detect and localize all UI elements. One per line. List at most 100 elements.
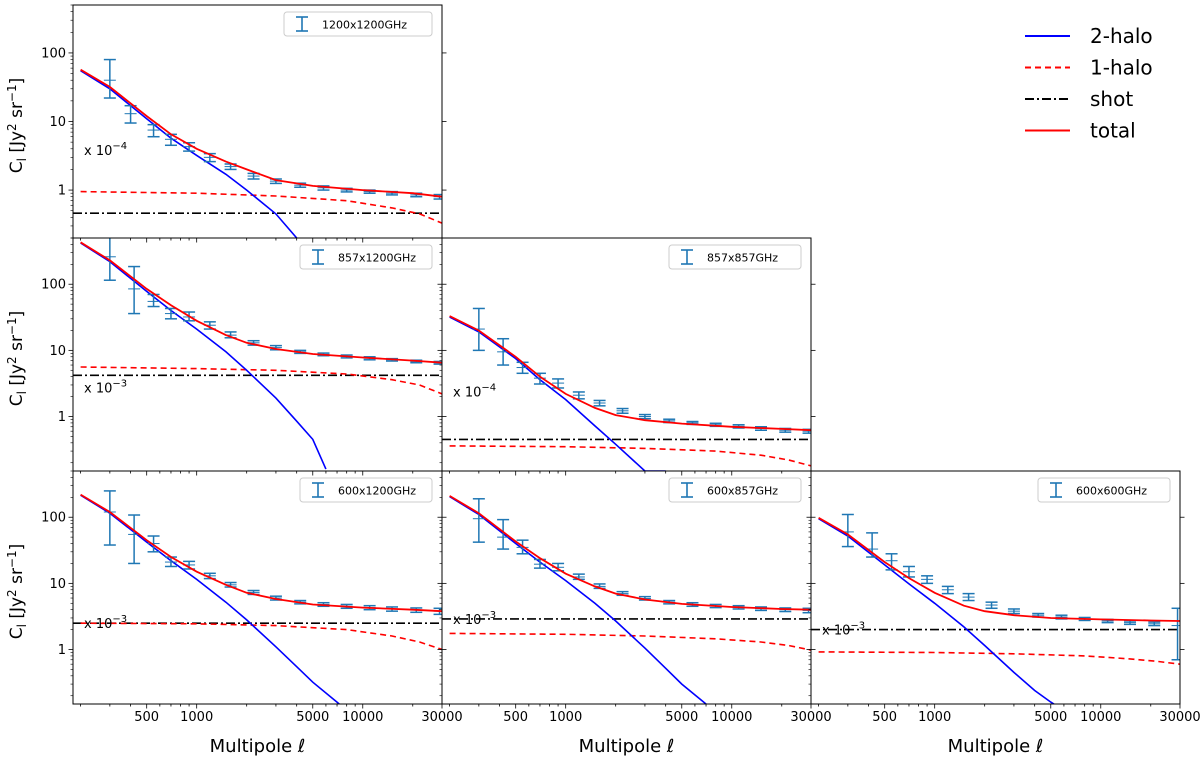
legend-label: shot bbox=[1090, 87, 1133, 111]
y-label-exp: 2 bbox=[5, 589, 19, 597]
scale-note-exponent: −3 bbox=[481, 610, 496, 621]
x-tick-label: 10000 bbox=[1080, 710, 1121, 725]
x-tick-label: 500 bbox=[872, 710, 897, 725]
y-label-unit: sr bbox=[7, 102, 27, 123]
panel-legend: 857x857GHz bbox=[669, 245, 801, 269]
y-axis-label: Cl [Jy2 sr−1] bbox=[5, 78, 29, 174]
y-label-unit: ] bbox=[7, 544, 27, 551]
y-tick-label: 100 bbox=[41, 46, 66, 61]
scale-note-base: x 10 bbox=[453, 385, 481, 400]
errorbar-point-0 bbox=[842, 514, 854, 546]
y-axis-label: Cl [Jy2 sr−1] bbox=[5, 311, 29, 407]
y-label-exp: 2 bbox=[5, 123, 19, 131]
x-tick-label: 500 bbox=[134, 710, 159, 725]
errorbar-point-7 bbox=[986, 602, 998, 608]
panel-title: 1200x1200GHz bbox=[322, 19, 407, 32]
y-label-unit: [Jy bbox=[7, 597, 27, 624]
plot-area bbox=[442, 308, 815, 471]
panel-legend: 600x600GHz bbox=[1038, 478, 1170, 502]
y-tick-label: 1 bbox=[58, 643, 66, 658]
two-halo-line bbox=[819, 519, 1064, 711]
y-tick-label: 10 bbox=[49, 577, 66, 592]
y-label-exp: 2 bbox=[5, 356, 19, 364]
plot-area bbox=[73, 60, 446, 238]
figure-legend-item-1: 1-halo bbox=[1025, 56, 1153, 80]
panel-frame bbox=[73, 238, 442, 471]
errorbar-point-15 bbox=[1172, 608, 1184, 659]
x-tick-label: 500 bbox=[503, 710, 528, 725]
y-tick-label: 1 bbox=[58, 184, 66, 199]
scale-note-exponent: −3 bbox=[112, 614, 127, 625]
errorbar-point-5 bbox=[942, 586, 954, 593]
y-label-base: C bbox=[7, 161, 27, 173]
errorbar-point-0 bbox=[104, 491, 116, 545]
x-tick-label: 1000 bbox=[549, 710, 582, 725]
y-label-unit: sr bbox=[7, 568, 27, 589]
errorbar-point-2 bbox=[517, 362, 529, 373]
scale-note: x 10−3 bbox=[84, 378, 127, 396]
x-axis-label: Multipole ℓ bbox=[210, 736, 306, 757]
y-label-exp: −1 bbox=[5, 84, 19, 102]
panel-legend: 857x1200GHz bbox=[300, 245, 432, 269]
one-halo-line bbox=[81, 192, 442, 224]
figure-legend: 2-halo 1-halo shot total bbox=[1025, 24, 1153, 143]
y-tick-label: 100 bbox=[41, 511, 66, 526]
x-tick-label: 5000 bbox=[665, 710, 698, 725]
scale-note-base: x 10 bbox=[84, 617, 112, 632]
scale-note-exponent: −4 bbox=[112, 141, 127, 152]
panel-frame bbox=[811, 471, 1180, 704]
y-label-unit: sr bbox=[7, 335, 27, 356]
errorbar-point-1 bbox=[128, 267, 140, 314]
plot-area bbox=[73, 491, 446, 710]
x-tick-label: 1000 bbox=[918, 710, 951, 725]
x-tick-label: 5000 bbox=[296, 710, 329, 725]
errorbar-point-0 bbox=[473, 499, 485, 542]
scale-note: x 10−4 bbox=[453, 382, 496, 400]
errorbar-point-8 bbox=[1008, 609, 1020, 614]
x-tick-label: 10000 bbox=[342, 710, 383, 725]
y-tick-label: 1 bbox=[58, 410, 66, 425]
errorbar-point-4 bbox=[921, 576, 933, 584]
y-label-unit: [Jy bbox=[7, 131, 27, 158]
two-halo-line bbox=[81, 243, 326, 469]
one-halo-line bbox=[450, 446, 811, 466]
panel-frame bbox=[442, 471, 811, 704]
chart-panel-2: x 10−4 857x857GHz bbox=[438, 238, 816, 476]
y-tick-label: 100 bbox=[41, 278, 66, 293]
panel-title: 857x1200GHz bbox=[338, 252, 416, 265]
y-label-unit: ] bbox=[7, 311, 27, 318]
panel-frame bbox=[442, 238, 811, 471]
figure-legend-item-0: 2-halo bbox=[1025, 24, 1153, 48]
scale-note: x 10−3 bbox=[822, 621, 865, 639]
legend-label: total bbox=[1090, 119, 1136, 143]
y-tick-label: 10 bbox=[49, 344, 66, 359]
legend-label: 1-halo bbox=[1090, 56, 1153, 80]
errorbar-point-14 bbox=[1148, 622, 1160, 626]
y-axis-label: Cl [Jy2 sr−1] bbox=[5, 544, 29, 640]
errorbar-point-2 bbox=[148, 125, 160, 137]
panel-frame bbox=[73, 5, 442, 238]
panel-frame bbox=[73, 471, 442, 704]
scale-note-exponent: −4 bbox=[481, 382, 496, 393]
x-axis-label: Multipole ℓ bbox=[948, 736, 1044, 757]
total-line bbox=[81, 70, 442, 197]
y-label-base: C bbox=[7, 394, 27, 406]
figure-legend-item-2: shot bbox=[1025, 87, 1133, 111]
chart-panel-1: 1 10 100 x 10−3 857x1200GHz Cl [Jy2 sr−1] bbox=[5, 235, 447, 476]
scale-note-base: x 10 bbox=[84, 381, 112, 396]
errorbar-point-8 bbox=[639, 415, 651, 419]
scale-note-base: x 10 bbox=[453, 613, 481, 628]
x-tick-label: 1000 bbox=[180, 710, 213, 725]
y-label-base: C bbox=[7, 627, 27, 639]
panel-legend: 1200x1200GHz bbox=[284, 12, 432, 36]
one-halo-line bbox=[81, 367, 442, 394]
panel-title: 600x600GHz bbox=[1076, 485, 1147, 498]
one-halo-line bbox=[450, 633, 811, 650]
y-label-exp: −1 bbox=[5, 317, 19, 335]
x-tick-label: 30000 bbox=[1159, 710, 1200, 725]
